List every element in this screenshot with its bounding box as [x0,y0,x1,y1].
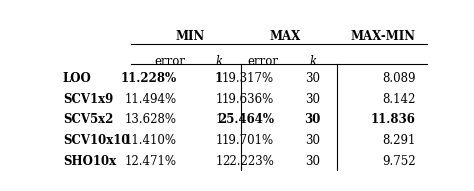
Text: k: k [309,55,316,68]
Text: 11.228%: 11.228% [121,72,177,85]
Text: 1: 1 [215,72,223,85]
Text: 30: 30 [304,113,321,126]
Text: 19.701%: 19.701% [222,134,274,147]
Text: SCV5x2: SCV5x2 [63,113,113,126]
Text: 13.628%: 13.628% [125,113,177,126]
Text: 12.471%: 12.471% [125,155,177,168]
Text: SCV10x10: SCV10x10 [63,134,129,147]
Text: error: error [154,55,185,68]
Text: SCV1x9: SCV1x9 [63,93,113,106]
Text: 8.089: 8.089 [382,72,416,85]
Text: 11.494%: 11.494% [125,93,177,106]
Text: MIN: MIN [175,30,204,43]
Text: 8.142: 8.142 [382,93,416,106]
Text: LOO: LOO [63,72,91,85]
Text: 25.464%: 25.464% [218,113,274,126]
Text: 30: 30 [305,72,320,85]
Text: SHO10x: SHO10x [63,155,116,168]
Text: 1: 1 [215,134,223,147]
Text: 1: 1 [215,113,223,126]
Text: 9.752: 9.752 [382,155,416,168]
Text: 1: 1 [215,93,223,106]
Text: 19.317%: 19.317% [222,72,274,85]
Text: MAX: MAX [270,30,301,43]
Text: 30: 30 [305,155,320,168]
Text: 19.636%: 19.636% [222,93,274,106]
Text: 30: 30 [305,93,320,106]
Text: k: k [216,55,223,68]
Text: 30: 30 [305,134,320,147]
Text: 11.410%: 11.410% [125,134,177,147]
Text: 1: 1 [215,155,223,168]
Text: error: error [247,55,279,68]
Text: 22.223%: 22.223% [222,155,274,168]
Text: 11.836: 11.836 [371,113,416,126]
Text: 8.291: 8.291 [382,134,416,147]
Text: MAX-MIN: MAX-MIN [350,30,415,43]
